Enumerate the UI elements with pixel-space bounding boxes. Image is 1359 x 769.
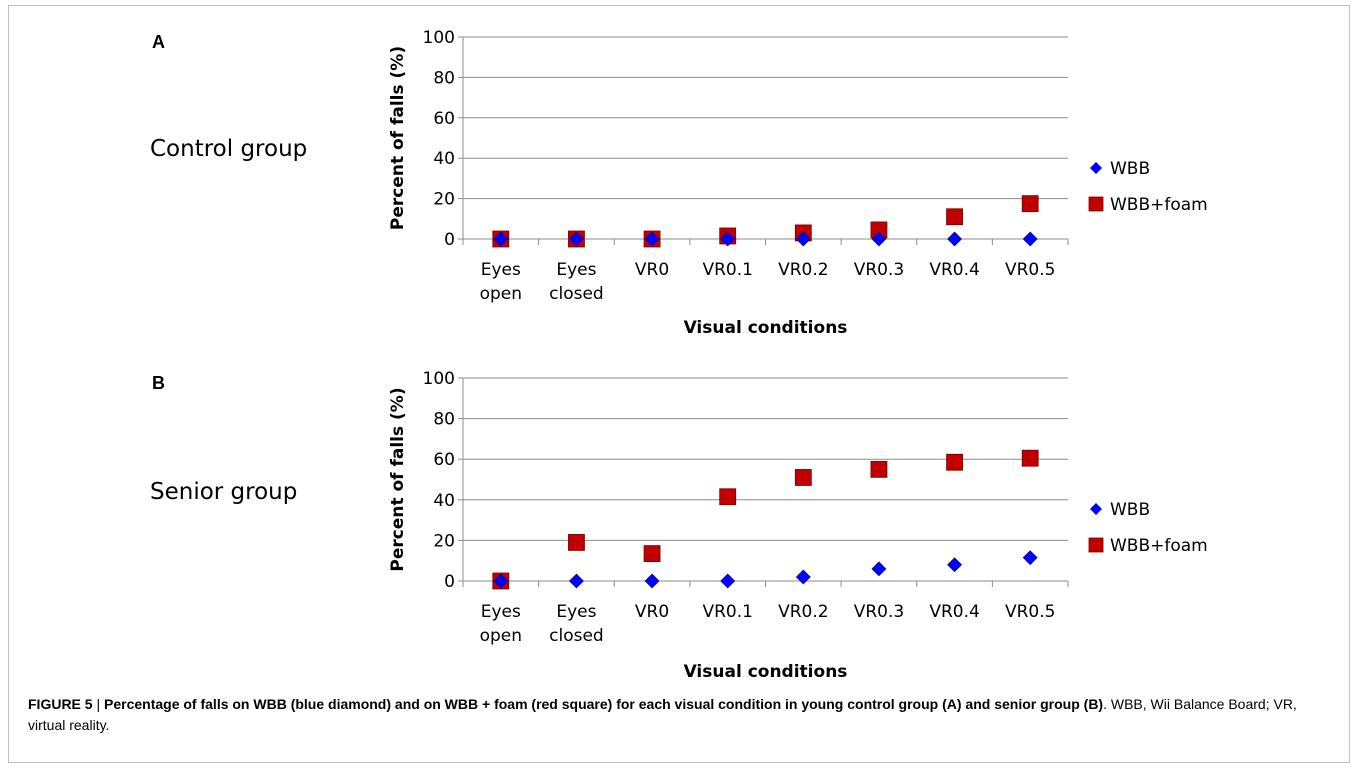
- y-tick-label: 80: [433, 410, 455, 430]
- caption-figure-label: FIGURE 5: [28, 696, 93, 712]
- x-tick-label: VR0.3: [854, 602, 904, 622]
- data-point-wbb: [795, 231, 811, 247]
- caption-regular-text: . WBB, Wii Balance Board; VR, virtual re…: [28, 696, 1297, 733]
- x-tick-label: VR0.1: [702, 602, 752, 622]
- data-point-wbb: [947, 231, 962, 247]
- data-point-wbb: [871, 231, 887, 247]
- data-point-wbb-foam: [568, 534, 585, 551]
- caption-separator: |: [92, 696, 104, 712]
- data-point-wbb-foam: [719, 488, 737, 506]
- caption-bold-text: Percentage of falls on WBB (blue diamond…: [104, 696, 1104, 712]
- x-tick-label: Eyes closed: [549, 260, 604, 304]
- x-tick-label: VR0.5: [1005, 260, 1055, 280]
- x-axis-title: Visual conditions: [684, 662, 848, 682]
- data-point-wbb-foam: [794, 469, 812, 486]
- group-label: Control group: [150, 136, 307, 162]
- data-point-wbb-foam: [870, 460, 888, 478]
- figure-caption: FIGURE 5 | Percentage of falls on WBB (b…: [28, 694, 1328, 736]
- y-tick-label: 60: [433, 109, 455, 129]
- x-tick-label: VR0: [635, 602, 669, 622]
- y-tick-label: 80: [433, 68, 455, 88]
- x-tick-label: VR0.5: [1005, 602, 1055, 622]
- legend-label: WBB: [1110, 159, 1150, 179]
- data-point-wbb-foam: [643, 545, 661, 562]
- data-point-wbb: [569, 573, 584, 589]
- legend-marker-square: [1088, 537, 1104, 553]
- panel-letter: B: [152, 373, 165, 393]
- panel-letter: A: [152, 32, 165, 52]
- data-point-wbb: [720, 231, 736, 247]
- data-point-wbb: [644, 573, 660, 589]
- data-point-wbb: [569, 231, 584, 247]
- x-tick-label: Eyes open: [480, 260, 522, 304]
- data-point-wbb: [1022, 550, 1038, 566]
- y-axis-title: Percent of falls (%): [388, 387, 408, 571]
- x-tick-label: VR0.2: [778, 602, 828, 622]
- y-tick-label: 20: [433, 531, 455, 551]
- data-point-wbb: [644, 231, 660, 247]
- chart-panel-b: B Senior group 0 20 40 60 80 100 Eyes open Eyes clo…: [150, 369, 1208, 682]
- x-tick-label: VR0.4: [929, 260, 979, 280]
- legend-marker-square: [1088, 196, 1104, 212]
- x-tick-label: VR0.1: [702, 260, 752, 280]
- data-point-wbb: [795, 569, 811, 585]
- data-point-wbb-foam: [946, 453, 963, 471]
- data-point-wbb-foam: [946, 208, 963, 226]
- y-tick-label: 60: [433, 450, 455, 470]
- legend-marker-diamond: [1090, 162, 1102, 174]
- legend-label: WBB+foam: [1110, 195, 1208, 215]
- x-tick-label: Eyes closed: [549, 602, 604, 646]
- figure-frame: [8, 5, 1350, 763]
- x-tick-label: VR0.4: [929, 602, 979, 622]
- y-tick-label: 40: [433, 149, 455, 169]
- data-point-wbb: [947, 557, 962, 573]
- data-point-wbb-foam: [1021, 195, 1039, 213]
- x-axis-title: Visual conditions: [684, 318, 848, 338]
- y-tick-label: 100: [423, 369, 455, 389]
- chart-panel-a: A Control group 0 20 40 60 80 100 Eyes open Eyes cl…: [150, 28, 1208, 338]
- y-tick-label: 100: [423, 28, 455, 48]
- data-point-wbb: [871, 561, 887, 577]
- data-point-wbb: [1022, 231, 1038, 247]
- y-axis-title: Percent of falls (%): [388, 46, 408, 230]
- y-tick-label: 0: [444, 230, 455, 250]
- y-tick-label: 20: [433, 190, 455, 210]
- legend-marker-diamond: [1090, 503, 1102, 515]
- data-point-wbb: [493, 231, 509, 247]
- x-tick-label: VR0: [635, 260, 669, 280]
- x-tick-label: VR0.3: [854, 260, 904, 280]
- figure-charts: A Control group 0 20 40 60 80 100 Eyes open Eyes cl…: [150, 28, 1208, 682]
- data-point-wbb-foam: [1021, 449, 1039, 467]
- y-tick-label: 40: [433, 491, 455, 511]
- y-tick-label: 0: [444, 572, 455, 592]
- legend-label: WBB+foam: [1110, 536, 1208, 556]
- x-tick-label: VR0.2: [778, 260, 828, 280]
- legend-label: WBB: [1110, 500, 1150, 520]
- x-tick-label: Eyes open: [480, 602, 522, 646]
- group-label: Senior group: [150, 479, 297, 505]
- data-point-wbb: [493, 573, 509, 589]
- data-point-wbb: [720, 573, 736, 589]
